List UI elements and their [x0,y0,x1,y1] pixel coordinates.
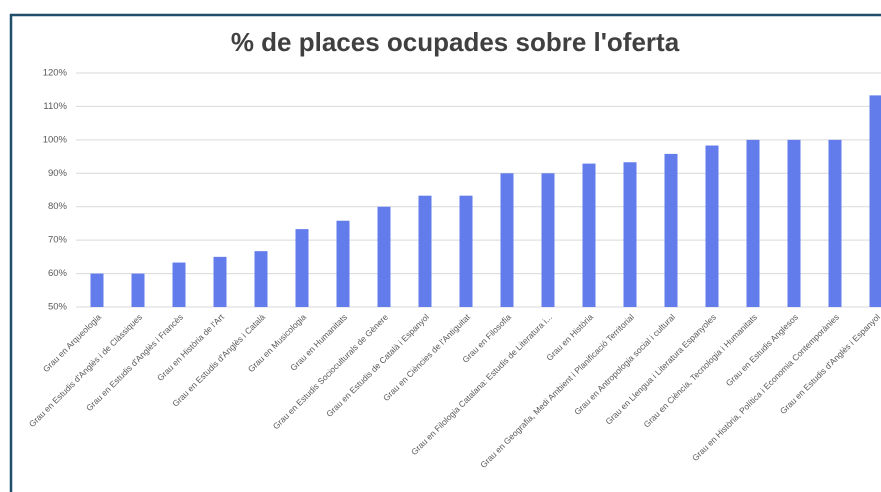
bar [664,153,678,307]
bar [295,229,309,307]
y-tick-label: 70% [48,235,68,246]
y-tick-label: 120% [43,68,68,79]
bar [746,139,760,307]
y-tick-label: 50% [48,302,68,313]
x-tick-label: Grau en Ciències de l'Antiguitat [381,311,473,403]
bar [418,195,432,307]
x-tick-label: Grau en Filologia Catalana: Estudis de L… [409,312,554,457]
bar [459,195,473,307]
bar [869,95,881,307]
bar [172,262,186,307]
bar [541,173,555,307]
bar [377,206,391,307]
y-tick-label: 100% [43,134,68,145]
bar [213,256,227,307]
bar [623,162,637,307]
chart-title: % de places ocupades sobre l'oferta [231,27,680,57]
bar [90,273,104,307]
bar [705,145,719,307]
x-tick-label: Grau en Història de l'Art [155,311,226,382]
bar [254,251,268,307]
y-tick-label: 60% [48,268,68,279]
x-tick-label: Grau en Història, Política i Economia Co… [690,312,841,463]
x-tick-label: Grau en Geografia, Medi Ambient i Planif… [478,312,636,470]
y-tick-label: 90% [48,168,68,179]
bar [582,163,596,307]
bar [828,139,842,307]
y-tick-label: 110% [43,101,67,112]
bar [500,173,514,307]
y-tick-label: 80% [48,201,68,212]
bar [131,273,145,307]
x-tick-label: Grau en Estudis Anglesos [724,312,800,388]
frame [9,13,881,492]
bar [787,139,801,307]
bar [336,220,350,307]
